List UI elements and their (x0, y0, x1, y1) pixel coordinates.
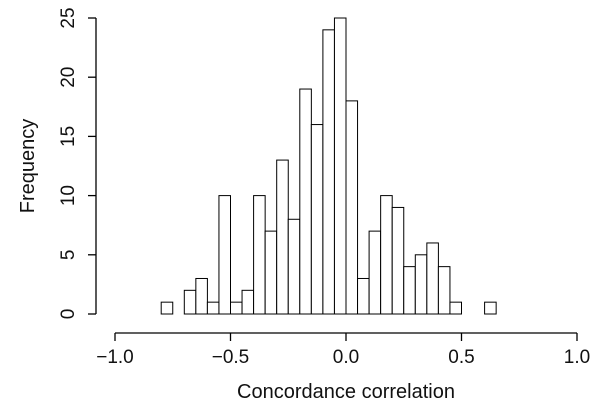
histogram-bar (299, 88, 312, 315)
histogram-bars (160, 17, 497, 315)
x-tick-label: 0.5 (448, 347, 474, 368)
histogram-bar (333, 17, 347, 315)
histogram-bar (380, 195, 393, 315)
histogram-bar (276, 159, 289, 315)
x-tick-label: −1.0 (96, 347, 134, 368)
y-tick-label: 10 (58, 185, 79, 206)
histogram-bar (264, 230, 278, 315)
y-tick-label: 5 (58, 250, 79, 261)
histogram-bar (218, 195, 231, 315)
histogram-bar (403, 266, 416, 315)
histogram-bar (414, 254, 428, 315)
histogram-bar (183, 289, 197, 315)
histogram-bar (345, 100, 359, 315)
x-axis-title: Concordance correlation (237, 381, 455, 403)
histogram-bar (484, 301, 497, 315)
histogram-bar (195, 277, 208, 315)
histogram-bar (391, 206, 405, 315)
x-tick-label: 1.0 (564, 347, 590, 368)
y-tick-label: 25 (58, 7, 79, 28)
axes: −1.0 −0.5 0.0 0.5 1.0 0 5 10 15 20 25 (58, 7, 590, 368)
histogram-bar (241, 289, 255, 315)
y-tick-label: 20 (58, 67, 79, 88)
histogram-bar (437, 266, 451, 315)
x-tick-label: −0.5 (212, 347, 250, 368)
y-tick-label: 0 (58, 309, 79, 320)
y-axis-title: Frequency (17, 119, 39, 214)
histogram-bar (160, 301, 174, 315)
histogram-bar (253, 195, 266, 315)
x-tick-label: 0.0 (333, 347, 359, 368)
histogram-bar (287, 218, 301, 315)
histogram-bar (230, 301, 243, 315)
histogram-bar (206, 301, 220, 315)
histogram-bar (368, 230, 382, 315)
y-tick-label: 15 (58, 126, 79, 147)
histogram-bar (310, 124, 324, 315)
histogram-bar (449, 301, 463, 315)
histogram-bar (357, 277, 370, 315)
histogram-bar (322, 29, 335, 315)
histogram-bar (426, 242, 439, 315)
